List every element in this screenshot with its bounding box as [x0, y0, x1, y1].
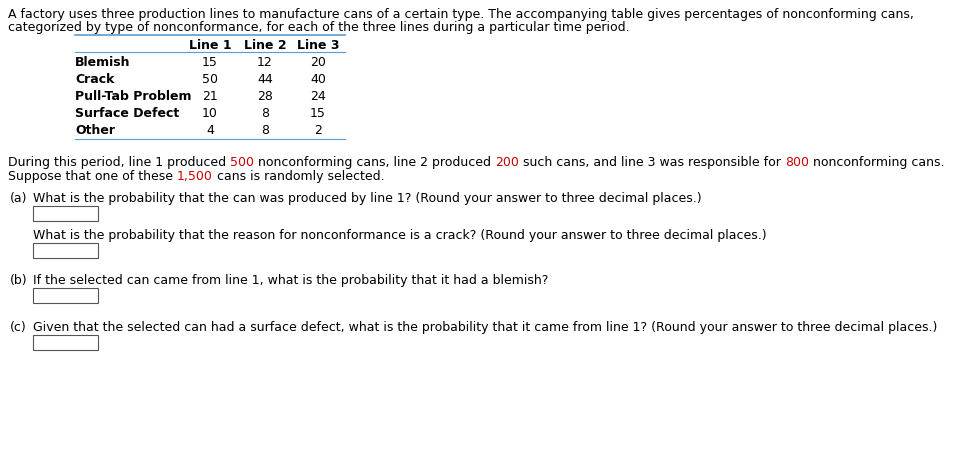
Text: Blemish: Blemish	[75, 56, 130, 69]
Text: A factory uses three production lines to manufacture cans of a certain type. The: A factory uses three production lines to…	[8, 8, 914, 21]
Text: (c): (c)	[10, 321, 27, 334]
Text: 50: 50	[202, 73, 218, 86]
FancyBboxPatch shape	[33, 335, 98, 350]
Text: Suppose that one of these: Suppose that one of these	[8, 170, 177, 183]
Text: What is the probability that the can was produced by line 1? (Round your answer : What is the probability that the can was…	[33, 192, 702, 205]
Text: 2: 2	[314, 124, 322, 137]
Text: categorized by type of nonconformance, for each of the three lines during a part: categorized by type of nonconformance, f…	[8, 21, 629, 34]
Text: 4: 4	[206, 124, 214, 137]
Text: 8: 8	[261, 107, 269, 120]
Text: 28: 28	[257, 90, 273, 103]
Text: Other: Other	[75, 124, 115, 137]
Text: 24: 24	[310, 90, 326, 103]
Text: such cans, and line 3 was responsible for: such cans, and line 3 was responsible fo…	[519, 156, 785, 169]
Text: Line 3: Line 3	[297, 39, 339, 52]
Text: (b): (b)	[10, 274, 27, 287]
Text: Given that the selected can had a surface defect, what is the probability that i: Given that the selected can had a surfac…	[33, 321, 937, 334]
Text: nonconforming cans.: nonconforming cans.	[809, 156, 945, 169]
FancyBboxPatch shape	[33, 206, 98, 221]
Text: Crack: Crack	[75, 73, 115, 86]
Text: 200: 200	[495, 156, 519, 169]
Text: 12: 12	[257, 56, 273, 69]
FancyBboxPatch shape	[33, 288, 98, 303]
Text: 21: 21	[202, 90, 218, 103]
Text: 1,500: 1,500	[177, 170, 213, 183]
Text: 15: 15	[310, 107, 326, 120]
Text: 20: 20	[310, 56, 326, 69]
Text: Pull-Tab Problem: Pull-Tab Problem	[75, 90, 191, 103]
Text: cans is randomly selected.: cans is randomly selected.	[213, 170, 385, 183]
Text: 15: 15	[202, 56, 218, 69]
Text: Surface Defect: Surface Defect	[75, 107, 180, 120]
Text: 500: 500	[230, 156, 254, 169]
Text: 800: 800	[785, 156, 809, 169]
Text: What is the probability that the reason for nonconformance is a crack? (Round yo: What is the probability that the reason …	[33, 229, 767, 242]
Text: nonconforming cans, line 2 produced: nonconforming cans, line 2 produced	[254, 156, 495, 169]
Text: (a): (a)	[10, 192, 27, 205]
Text: 44: 44	[257, 73, 273, 86]
Text: 10: 10	[202, 107, 218, 120]
Text: Line 2: Line 2	[244, 39, 286, 52]
Text: During this period, line 1 produced: During this period, line 1 produced	[8, 156, 230, 169]
Text: 40: 40	[310, 73, 326, 86]
FancyBboxPatch shape	[33, 243, 98, 258]
Text: If the selected can came from line 1, what is the probability that it had a blem: If the selected can came from line 1, wh…	[33, 274, 549, 287]
Text: Line 1: Line 1	[188, 39, 231, 52]
Text: 8: 8	[261, 124, 269, 137]
